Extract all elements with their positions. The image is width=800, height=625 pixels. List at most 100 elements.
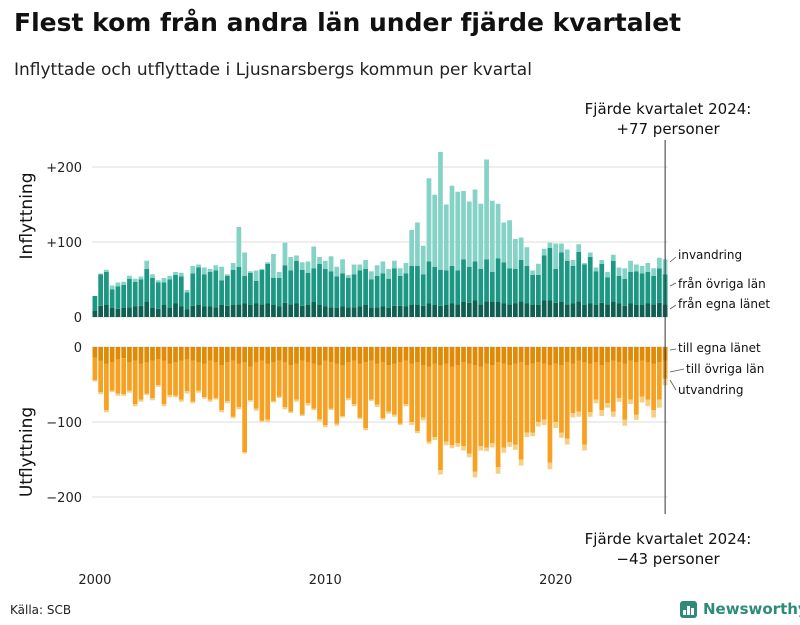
bar xyxy=(213,265,219,271)
bar xyxy=(605,403,610,408)
bar xyxy=(311,302,317,317)
bar xyxy=(98,274,104,306)
bar xyxy=(489,200,495,272)
bar xyxy=(178,399,184,402)
bar xyxy=(201,267,207,275)
bar xyxy=(368,279,374,308)
bar xyxy=(230,360,236,417)
bar xyxy=(415,362,420,431)
bar xyxy=(415,347,420,362)
bar xyxy=(633,414,639,420)
bar xyxy=(115,393,121,396)
bar xyxy=(553,243,559,269)
bar xyxy=(392,305,397,317)
bar xyxy=(196,390,201,393)
bar xyxy=(593,305,599,317)
bar xyxy=(420,305,426,317)
bar xyxy=(259,269,265,270)
bar xyxy=(109,308,115,317)
bar xyxy=(305,272,311,305)
bar xyxy=(230,347,236,361)
bar xyxy=(582,263,587,265)
bar xyxy=(167,395,173,398)
bar xyxy=(587,303,593,317)
bar xyxy=(512,303,518,317)
bar xyxy=(328,271,334,308)
bar xyxy=(374,265,380,276)
bar xyxy=(564,304,570,317)
bar xyxy=(98,347,104,361)
label-leader xyxy=(669,368,685,373)
bar xyxy=(455,191,461,271)
bar xyxy=(461,259,466,302)
bar xyxy=(432,305,438,317)
brand-logo[interactable]: Newsworthy xyxy=(680,600,800,618)
bar xyxy=(536,347,541,362)
bar xyxy=(340,365,345,416)
bar xyxy=(507,220,512,269)
bar xyxy=(311,246,317,269)
bar xyxy=(357,306,363,317)
bar xyxy=(236,227,242,267)
y-tick-label: −100 xyxy=(46,416,82,431)
bar xyxy=(242,362,248,452)
bar xyxy=(161,305,167,317)
bar xyxy=(150,347,155,361)
bar xyxy=(167,363,173,395)
bar xyxy=(340,347,345,365)
bar xyxy=(570,266,576,304)
bar xyxy=(639,347,645,361)
bar xyxy=(184,347,190,360)
bar xyxy=(276,347,282,361)
bar xyxy=(380,273,386,307)
bar xyxy=(645,399,651,407)
bar xyxy=(340,416,345,418)
bar xyxy=(104,410,109,413)
bar xyxy=(656,399,662,408)
bar xyxy=(334,347,340,364)
bar xyxy=(173,395,178,398)
bar xyxy=(127,347,132,362)
bar xyxy=(415,222,420,266)
bar xyxy=(368,399,374,401)
bar xyxy=(605,347,610,362)
bar xyxy=(524,365,530,433)
bar xyxy=(415,431,420,434)
bar xyxy=(242,252,248,276)
bar xyxy=(282,242,288,266)
bar xyxy=(628,399,633,404)
bar xyxy=(524,303,530,317)
bar xyxy=(489,443,495,448)
bar xyxy=(127,362,132,391)
bar xyxy=(438,269,443,306)
bar xyxy=(403,360,409,404)
bar xyxy=(507,268,512,305)
bar xyxy=(328,347,334,362)
bar xyxy=(196,362,201,391)
bar xyxy=(409,363,415,422)
bar xyxy=(121,347,127,359)
bar xyxy=(415,305,420,317)
bar xyxy=(190,347,196,361)
bar xyxy=(593,399,599,404)
bar xyxy=(386,411,392,414)
bar xyxy=(397,268,403,276)
bar xyxy=(633,362,639,415)
bar xyxy=(224,274,230,276)
bar xyxy=(438,347,443,365)
bar xyxy=(541,363,547,420)
bar xyxy=(397,423,403,425)
bar xyxy=(559,347,564,365)
bar xyxy=(605,277,610,305)
bar xyxy=(639,396,645,403)
bar xyxy=(403,347,409,361)
y-tick-label: +100 xyxy=(46,236,82,251)
bar xyxy=(271,254,276,278)
annotation-bottom-line1: Fjärde kvartalet 2024: xyxy=(585,530,752,548)
bar xyxy=(224,275,230,306)
bar xyxy=(334,423,340,426)
bar xyxy=(610,260,616,302)
bar xyxy=(466,347,472,364)
bar xyxy=(282,407,288,410)
bar xyxy=(213,347,219,362)
